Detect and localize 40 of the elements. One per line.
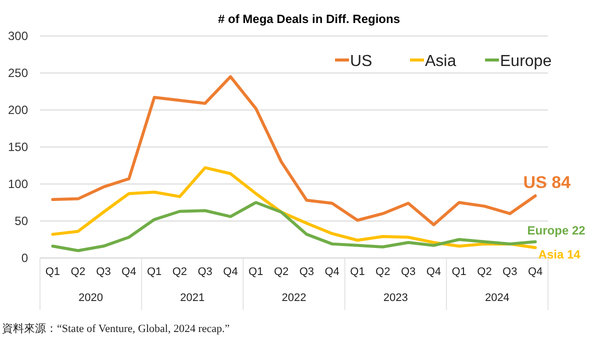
x-tick-label: Q4 [324, 266, 340, 278]
x-tick-label: Q2 [376, 266, 390, 278]
data-label: Europe 22 [527, 224, 586, 238]
source-note: 資料來源：“State of Venture, Global, 2024 recap.” [2, 322, 230, 335]
y-tick-label: 150 [8, 140, 28, 154]
y-tick-label: 100 [8, 177, 28, 191]
text: 2021 [180, 292, 205, 304]
x-tick-label: Q3 [502, 266, 518, 278]
x-tick-label: Q4 [528, 266, 543, 278]
x-tick-label: Q4 [426, 266, 442, 278]
text: 2022 [282, 292, 306, 304]
chart-title: # of Mega Deals in Diff. Regions [218, 12, 400, 26]
x-tick-label: Q2 [274, 266, 289, 278]
legend-label: Europe [500, 53, 552, 70]
x-tick-label: Q3 [96, 266, 111, 278]
x-tick-label: Q1 [452, 266, 466, 278]
x-tick-label: Q4 [122, 266, 136, 278]
x-tick-label: Q1 [248, 266, 264, 278]
x-tick-label: Q2 [172, 266, 188, 278]
x-tick-label: Q1 [45, 266, 60, 278]
text: 2020 [78, 292, 104, 304]
text: 2024 [484, 292, 510, 304]
x-tick-label: Q2 [70, 266, 86, 278]
x-tick-label: Q3 [400, 266, 416, 278]
x-tick-label: Q3 [198, 266, 212, 278]
x-tick-label: Q4 [223, 266, 238, 278]
text: 2023 [383, 292, 408, 304]
x-tick-label: Q2 [477, 266, 492, 278]
data-label: Asia 14 [538, 248, 581, 262]
x-tick-label: Q1 [146, 266, 162, 278]
legend-label: Asia [425, 53, 456, 70]
y-tick-label: 250 [8, 66, 28, 80]
data-label: US 84 [523, 172, 572, 192]
x-tick-label: Q1 [350, 266, 365, 278]
legend-label: US [350, 53, 372, 70]
y-tick-label: 50 [14, 214, 28, 228]
x-tick-label: Q3 [299, 266, 314, 278]
y-tick-label: 300 [8, 29, 28, 43]
y-tick-label: 200 [8, 103, 28, 117]
y-tick-label: 0 [21, 251, 28, 265]
